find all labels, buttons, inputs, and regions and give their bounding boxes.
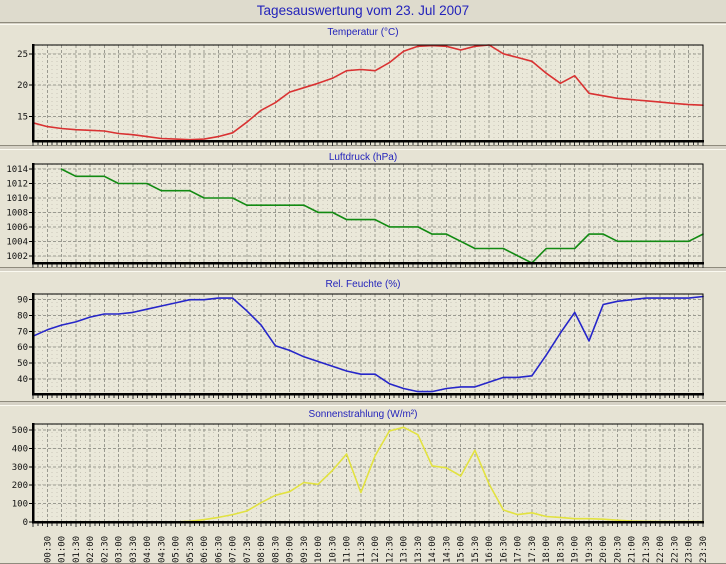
feuchte-series-line: [32, 295, 704, 393]
x-tick-label: 01:00: [58, 536, 68, 563]
y-tick-label: 60: [17, 343, 28, 353]
x-tick-label: 04:00: [143, 536, 153, 563]
temperatur-series-line: [32, 44, 704, 141]
x-tick-label: 09:30: [300, 536, 310, 563]
y-tick-label: 50: [17, 359, 28, 369]
x-tick-label: 21:30: [642, 536, 652, 563]
x-tick-label: 05:00: [172, 536, 182, 563]
x-tick-label: 19:00: [571, 536, 581, 563]
x-tick-label: 08:00: [257, 536, 267, 563]
chart-title-feuchte: Rel. Feuchte (%): [325, 279, 401, 290]
y-tick-label: 1014: [6, 165, 28, 175]
page-title: Tagesauswertung vom 23. Jul 2007: [0, 0, 726, 23]
y-tick-label: 400: [12, 444, 28, 454]
x-tick-label: 18:30: [556, 536, 566, 563]
x-tick-label: 00:30: [43, 536, 53, 563]
x-tick-label: 11:30: [357, 536, 367, 563]
x-tick-label: 06:30: [214, 536, 224, 563]
x-tick-label: 20:30: [613, 536, 623, 563]
y-tick-label: 25: [17, 50, 28, 60]
chart-title-temperatur: Temperatur (°C): [327, 27, 399, 38]
x-tick-label: 15:30: [471, 536, 481, 563]
x-tick-label: 04:30: [157, 536, 167, 563]
x-tick-label: 07:00: [229, 536, 239, 563]
chart-title-sonnenstrahlung: Sonnenstrahlung (W/m²): [308, 409, 418, 420]
luftdruck-series-line: [60, 168, 704, 264]
y-tick-label: 1010: [6, 194, 28, 204]
chart-title-luftdruck: Luftdruck (hPa): [328, 152, 398, 163]
x-tick-label: 10:00: [314, 536, 324, 563]
panel-temperatur: Temperatur (°C) 15 20 25: [0, 24, 726, 146]
x-tick-label: 07:30: [243, 536, 253, 563]
x-tick-label: 08:30: [271, 536, 281, 563]
x-tick-label: 18:00: [542, 536, 552, 563]
x-tick-label: 22:00: [656, 536, 666, 563]
y-tick-label: 70: [17, 327, 28, 337]
plot-area: [33, 164, 703, 263]
x-tick-label: 01:30: [72, 536, 82, 563]
x-tick-label: 02:30: [100, 536, 110, 563]
x-tick-label: 16:00: [485, 536, 495, 563]
x-tick-label: 02:00: [86, 536, 96, 563]
y-tick-label: 90: [17, 296, 28, 306]
y-tick-label: 40: [17, 375, 28, 385]
y-tick-label: 0: [23, 518, 28, 528]
plot-area: [33, 294, 703, 394]
plot-area: [33, 45, 703, 141]
x-tick-label: 03:00: [115, 536, 125, 563]
panel-sonnenstrahlung: Sonnenstrahlung (W/m²) 0 100 200 300 400 500 00…: [0, 405, 726, 564]
x-tick-label: 22:30: [670, 536, 680, 563]
x-tick-label: 06:00: [200, 536, 210, 563]
x-tick-label: 12:00: [371, 536, 381, 563]
x-tick-label: 09:00: [286, 536, 296, 563]
x-tick-label: 23:30: [699, 536, 709, 563]
y-tick-label: 500: [12, 426, 28, 436]
x-tick-label: 17:00: [514, 536, 524, 563]
y-tick-label: 200: [12, 481, 28, 491]
x-tick-label: 16:30: [499, 536, 509, 563]
temperatur-plot: 15 20 25: [17, 44, 704, 146]
panel-luftdruck: Luftdruck (hPa) 1002 1004 1006 1008 1010 1012 1…: [0, 149, 726, 268]
x-tick-label: 05:30: [186, 536, 196, 563]
panel-feuchte: Rel. Feuchte (%) 40 50 60 70 80 90: [0, 271, 726, 402]
luftdruck-plot: 1002 1004 1006 1008 1010 1012 1014: [6, 163, 704, 268]
x-tick-label: 23:00: [685, 536, 695, 563]
x-tick-label: 17:30: [528, 536, 538, 563]
y-tick-label: 1012: [6, 180, 28, 190]
y-tick-label: 1006: [6, 223, 28, 233]
y-tick-label: 1002: [6, 252, 28, 262]
y-tick-label: 20: [17, 81, 28, 91]
x-tick-label: 14:00: [428, 536, 438, 563]
y-tick-label: 15: [17, 113, 28, 123]
x-tick-label: 15:00: [457, 536, 467, 563]
x-tick-label: 14:30: [442, 536, 452, 563]
x-tick-label: 19:30: [585, 536, 595, 563]
x-tick-label: 21:00: [628, 536, 638, 563]
x-tick-label: 03:30: [129, 536, 139, 563]
x-tick-label: 12:30: [385, 536, 395, 563]
y-tick-label: 100: [12, 500, 28, 510]
x-tick-label: 13:30: [414, 536, 424, 563]
feuchte-plot: 40 50 60 70 80 90: [17, 293, 704, 399]
y-tick-label: 1004: [6, 237, 28, 247]
x-tick-label: 11:00: [343, 536, 353, 563]
y-tick-label: 300: [12, 463, 28, 473]
y-tick-label: 80: [17, 312, 28, 322]
sonnenstrahlung-plot: 0 100 200 300 400 500 00:30 01:00 01:30 02:00 02:3…: [12, 423, 709, 563]
x-tick-label: 13:00: [400, 536, 410, 563]
x-tick-label: 10:30: [328, 536, 338, 563]
x-tick-label: 20:00: [599, 536, 609, 563]
y-tick-label: 1008: [6, 208, 28, 218]
